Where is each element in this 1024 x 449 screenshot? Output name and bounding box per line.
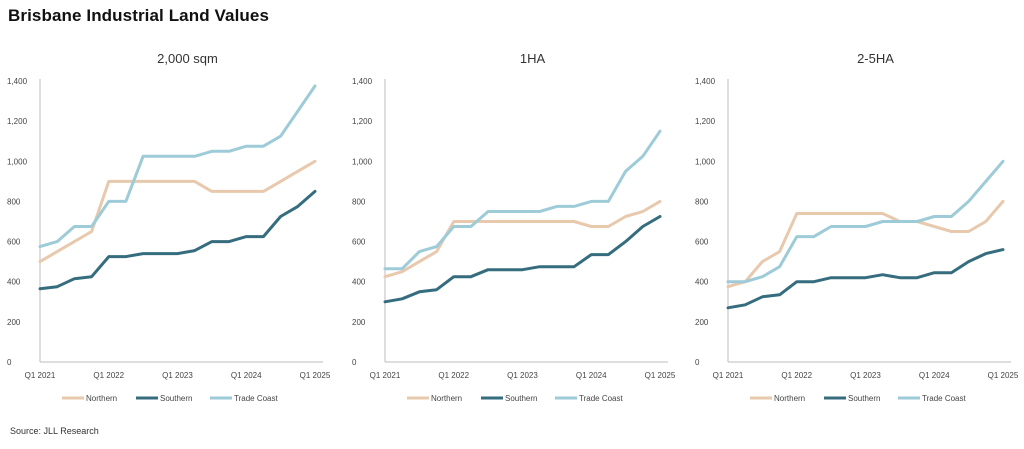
chart-panel-2-5ha: 2-5HA 0 200 400 600 800 1,000 1,200 1,400 Q1 2021…: [688, 44, 1024, 424]
x-tick-label: Q1 2022: [438, 371, 469, 380]
y-tick-label: 1,000: [352, 157, 373, 166]
x-tick-label: Q1 2024: [919, 371, 950, 380]
legend-item-southern: Southern: [136, 394, 192, 403]
chart-title: 2-5HA: [857, 51, 894, 66]
series-line-northern: [383, 199, 662, 279]
series-line-trade-coast: [726, 159, 1005, 284]
y-tick-label: 1,200: [695, 117, 716, 126]
x-tick-label: Q1 2025: [645, 371, 676, 380]
y-tick-label: 600: [695, 238, 709, 247]
y-tick-label: 1,200: [7, 117, 28, 126]
legend-item-trade-coast: Trade Coast: [555, 394, 624, 403]
chart-title: 1HA: [520, 51, 546, 66]
x-tick-label: Q1 2025: [988, 371, 1019, 380]
legend-label: Northern: [86, 394, 117, 403]
x-tick-label: Q1 2024: [576, 371, 607, 380]
legend-item-southern: Southern: [824, 394, 880, 403]
y-tick-label: 0: [352, 358, 357, 367]
legend-label: Trade Coast: [234, 394, 279, 403]
legend-item-northern: Northern: [62, 394, 117, 403]
legend-label: Southern: [848, 394, 880, 403]
y-tick-label: 800: [7, 197, 21, 206]
legend-item-northern: Northern: [750, 394, 805, 403]
y-tick-label: 200: [7, 318, 21, 327]
legend-label: Northern: [431, 394, 462, 403]
x-tick-label: Q1 2024: [231, 371, 262, 380]
legend-item-northern: Northern: [407, 394, 462, 403]
x-tick-label: Q1 2025: [300, 371, 331, 380]
y-tick-label: 600: [352, 238, 366, 247]
y-tick-label: 1,000: [7, 157, 28, 166]
series-line-northern: [726, 199, 1005, 289]
y-tick-label: 1,200: [352, 117, 373, 126]
y-tick-label: 0: [7, 358, 12, 367]
x-tick-label: Q1 2022: [781, 371, 812, 380]
chart-title: 2,000 sqm: [157, 51, 218, 66]
series-line-southern: [383, 215, 662, 304]
y-tick-label: 1,400: [695, 77, 716, 86]
legend-item-southern: Southern: [481, 394, 537, 403]
x-tick-label: Q1 2021: [25, 371, 56, 380]
series-line-northern: [38, 159, 317, 264]
legend-label: Southern: [160, 394, 192, 403]
y-tick-label: 0: [695, 358, 700, 367]
series-line-trade-coast: [38, 84, 317, 249]
y-tick-label: 1,400: [7, 77, 28, 86]
x-tick-label: Q1 2021: [370, 371, 401, 380]
legend-label: Trade Coast: [579, 394, 624, 403]
x-tick-label: Q1 2022: [93, 371, 124, 380]
chart-svg-1ha: 1HA 0 200 400 600 800 1,000 1,200 1,400 Q1 2021 Q1…: [352, 51, 676, 403]
y-tick-label: 1,000: [695, 157, 716, 166]
y-tick-label: 800: [352, 197, 366, 206]
chart-svg-2000-sqm: 2,000 sqm 0 200 400 600 800 1,000 1,200 1,400 Q1 …: [7, 51, 331, 403]
y-tick-label: 200: [352, 318, 366, 327]
y-tick-label: 1,400: [352, 77, 373, 86]
legend-label: Northern: [774, 394, 805, 403]
page-title: Brisbane Industrial Land Values: [8, 6, 270, 25]
legend-item-trade-coast: Trade Coast: [898, 394, 967, 403]
y-tick-label: 400: [352, 278, 366, 287]
x-tick-label: Q1 2023: [507, 371, 538, 380]
x-tick-label: Q1 2023: [850, 371, 881, 380]
legend-label: Trade Coast: [922, 394, 967, 403]
y-tick-label: 800: [695, 197, 709, 206]
series-line-southern: [726, 248, 1005, 310]
legend-label: Southern: [505, 394, 537, 403]
y-tick-label: 400: [695, 278, 709, 287]
source-note: Source: JLL Research: [10, 426, 99, 436]
chart-panel-1ha: 1HA 0 200 400 600 800 1,000 1,200 1,400 Q1 2021 Q1…: [345, 44, 683, 424]
series-line-trade-coast: [383, 129, 662, 271]
x-tick-label: Q1 2023: [162, 371, 193, 380]
chart-svg-2-5ha: 2-5HA 0 200 400 600 800 1,000 1,200 1,400 Q1 2021…: [695, 51, 1019, 403]
x-tick-label: Q1 2021: [713, 371, 744, 380]
y-tick-label: 200: [695, 318, 709, 327]
legend-item-trade-coast: Trade Coast: [210, 394, 279, 403]
y-tick-label: 600: [7, 238, 21, 247]
series-line-southern: [38, 189, 317, 291]
y-tick-label: 400: [7, 278, 21, 287]
chart-panel-2000-sqm: 2,000 sqm 0 200 400 600 800 1,000 1,200 1,400 Q1 …: [0, 44, 338, 424]
